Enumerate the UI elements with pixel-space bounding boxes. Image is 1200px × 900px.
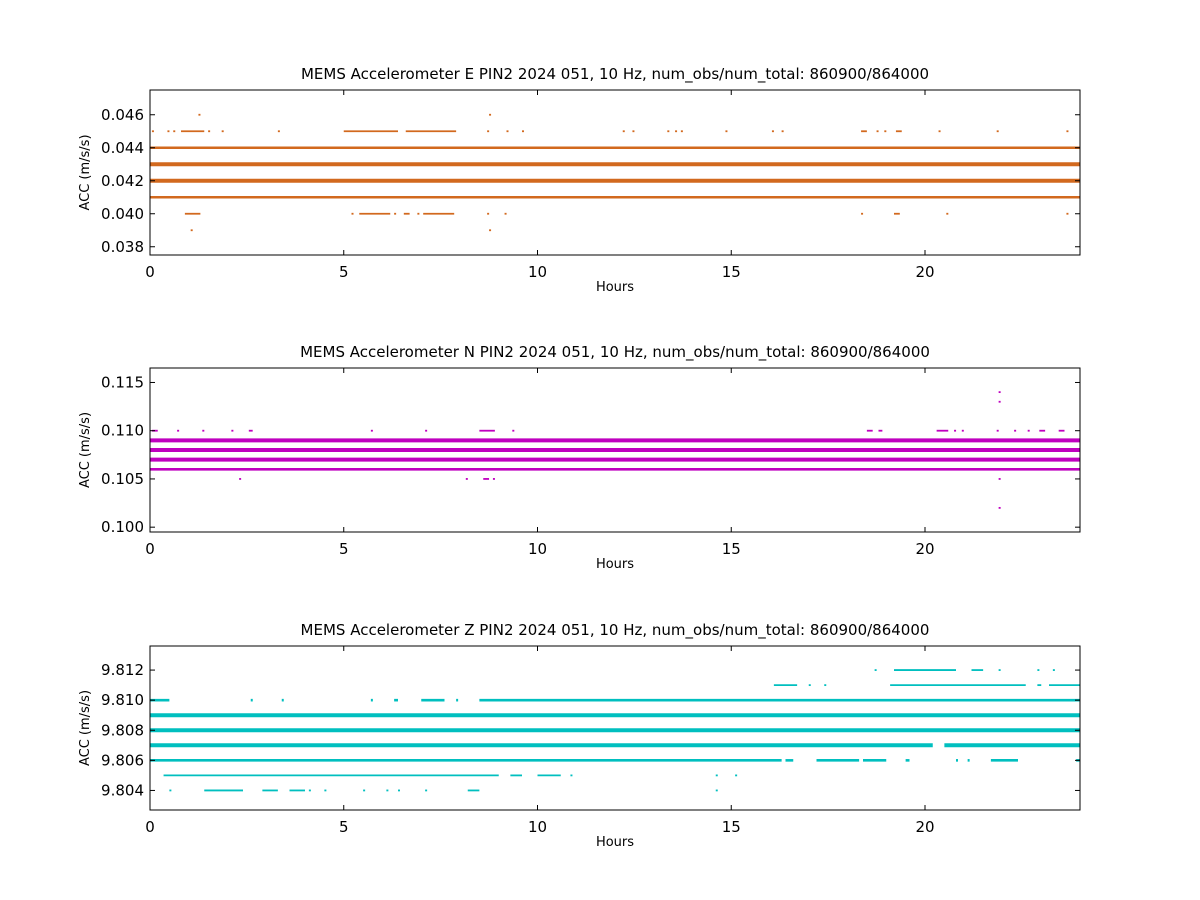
y-tick-label: 9.812 xyxy=(101,661,144,679)
x-axis-label: Hours xyxy=(596,557,634,572)
x-tick-label: 20 xyxy=(915,540,934,558)
x-tick-label: 20 xyxy=(915,263,934,281)
y-axis-label: ACC (m/s/s) xyxy=(78,412,93,488)
chart-panel: MEMS Accelerometer Z PIN2 2024 051, 10 H… xyxy=(78,621,1081,850)
x-tick-label: 0 xyxy=(145,263,155,281)
x-tick-label: 0 xyxy=(145,540,155,558)
plot-frame xyxy=(149,367,1081,533)
chart-title: MEMS Accelerometer Z PIN2 2024 051, 10 H… xyxy=(301,621,930,640)
x-tick-label: 15 xyxy=(722,540,741,558)
y-tick-label: 0.046 xyxy=(101,106,144,124)
y-axis-label: ACC (m/s/s) xyxy=(78,134,93,210)
y-tick-label: 0.100 xyxy=(101,518,144,536)
data-series xyxy=(150,391,1080,509)
y-tick-label: 0.110 xyxy=(101,422,144,440)
chart-panel: MEMS Accelerometer E PIN2 2024 051, 10 H… xyxy=(78,65,1081,295)
x-tick-label: 15 xyxy=(722,263,741,281)
y-tick-label: 0.044 xyxy=(101,139,144,157)
x-tick-label: 5 xyxy=(339,818,349,836)
x-tick-label: 5 xyxy=(339,540,349,558)
x-tick-label: 20 xyxy=(915,818,934,836)
plot-frame xyxy=(149,645,1081,811)
x-tick-label: 10 xyxy=(528,818,547,836)
y-tick-label: 9.804 xyxy=(101,781,144,799)
y-axis-label: ACC (m/s/s) xyxy=(78,690,93,766)
data-series xyxy=(150,669,1080,792)
y-tick-label: 0.038 xyxy=(101,238,144,256)
x-axis-label: Hours xyxy=(596,280,634,295)
x-tick-label: 5 xyxy=(339,263,349,281)
data-series xyxy=(150,113,1080,232)
chart-panel: MEMS Accelerometer N PIN2 2024 051, 10 H… xyxy=(78,343,1081,572)
x-axis-label: Hours xyxy=(596,835,634,850)
plot-frame xyxy=(149,89,1081,256)
chart-title: MEMS Accelerometer E PIN2 2024 051, 10 H… xyxy=(301,65,929,84)
y-tick-label: 9.810 xyxy=(101,691,144,709)
y-tick-label: 0.115 xyxy=(101,373,144,391)
x-tick-label: 15 xyxy=(722,818,741,836)
x-tick-label: 10 xyxy=(528,263,547,281)
y-tick-label: 0.042 xyxy=(101,172,144,190)
y-tick-label: 9.806 xyxy=(101,751,144,769)
y-tick-label: 0.040 xyxy=(101,205,144,223)
y-tick-label: 0.105 xyxy=(101,470,144,488)
y-tick-label: 9.808 xyxy=(101,721,144,739)
x-tick-label: 0 xyxy=(145,818,155,836)
chart-title: MEMS Accelerometer N PIN2 2024 051, 10 H… xyxy=(300,343,930,362)
x-tick-label: 10 xyxy=(528,540,547,558)
